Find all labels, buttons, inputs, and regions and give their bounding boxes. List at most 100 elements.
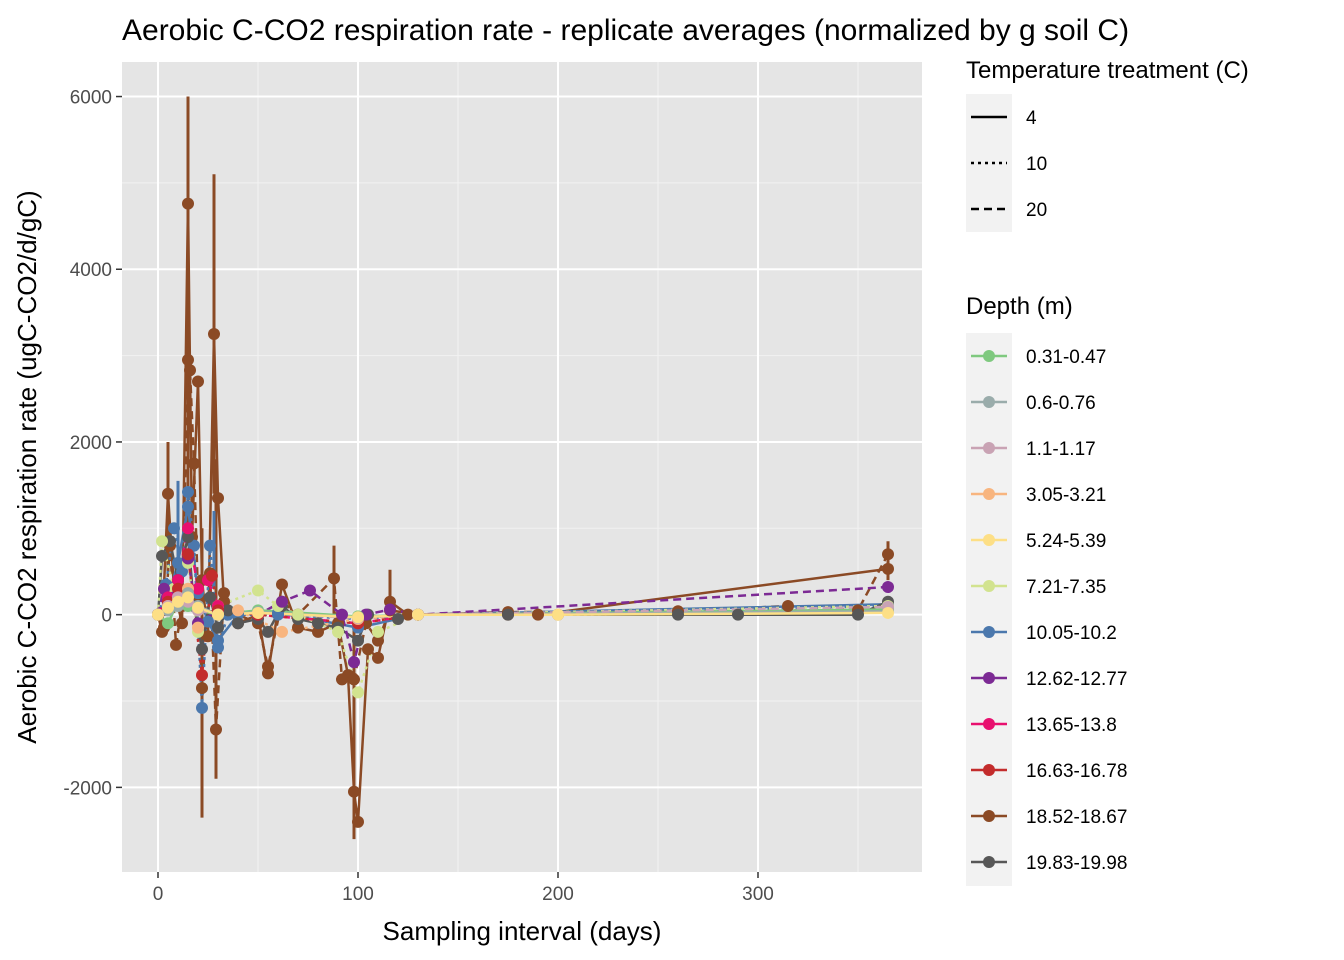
data-point	[206, 569, 218, 582]
x-tick-label: 200	[542, 884, 574, 905]
color-legend-label: 12.62-12.77	[1026, 669, 1127, 690]
data-point	[532, 608, 544, 621]
data-point	[348, 785, 360, 798]
data-point	[348, 656, 360, 669]
data-point	[182, 353, 194, 366]
color-legend-point	[983, 626, 995, 638]
chart-title: Aerobic C-CO2 respiration rate - replica…	[122, 14, 1129, 47]
axes: 0 100 200 300 -2000 0 2000 4000 6000	[63, 88, 773, 905]
color-legend-point	[983, 488, 995, 500]
data-point	[172, 574, 184, 587]
x-axis-title: Sampling interval (days)	[383, 916, 662, 946]
data-point	[162, 487, 174, 500]
data-point	[782, 600, 794, 613]
data-point	[172, 582, 184, 595]
data-point	[348, 673, 360, 686]
data-point	[192, 621, 204, 634]
data-point	[170, 638, 182, 651]
color-legend-point	[983, 534, 995, 546]
data-point	[182, 591, 194, 604]
data-point	[212, 621, 224, 634]
data-point	[372, 625, 384, 638]
data-point	[882, 562, 894, 575]
data-point	[192, 375, 204, 388]
data-point	[262, 660, 274, 673]
data-point	[196, 643, 208, 656]
data-point	[502, 608, 514, 621]
data-point	[172, 595, 184, 608]
data-point	[204, 591, 216, 604]
data-point	[196, 701, 208, 714]
color-legend-point	[983, 350, 995, 362]
color-legend-label: 18.52-18.67	[1026, 807, 1127, 828]
color-legend-label: 16.63-16.78	[1026, 761, 1127, 782]
data-point	[672, 608, 684, 621]
color-legend-label: 0.6-0.76	[1026, 393, 1096, 414]
data-point	[192, 601, 204, 614]
data-point	[232, 617, 244, 630]
data-point	[156, 549, 168, 562]
data-point	[182, 522, 194, 535]
data-point	[218, 587, 230, 600]
data-point	[292, 608, 304, 621]
data-point	[202, 615, 214, 628]
y-tick-label: 0	[101, 606, 112, 627]
data-point	[182, 530, 194, 543]
data-point	[182, 197, 194, 210]
data-point	[212, 634, 224, 647]
data-point	[156, 535, 168, 548]
data-point	[188, 457, 200, 470]
data-point	[192, 582, 204, 595]
x-tick-label: 300	[742, 884, 774, 905]
series-line	[156, 358, 890, 731]
data-point	[336, 673, 348, 686]
color-legend-title: Depth (m)	[966, 293, 1073, 320]
y-tick-label: 2000	[70, 433, 112, 454]
data-point	[210, 723, 222, 736]
data-point	[352, 686, 364, 699]
data-point	[332, 625, 344, 638]
data-point	[196, 682, 208, 695]
data-point	[384, 603, 396, 616]
data-point	[372, 651, 384, 664]
color-legend-point	[983, 442, 995, 454]
data-point	[172, 556, 184, 569]
y-tick-label: 4000	[70, 260, 112, 281]
color-legend-point	[983, 718, 995, 730]
legend: Temperature treatment (C) 4 10 20 Depth (m) 0…	[966, 57, 1249, 886]
data-point	[352, 634, 364, 647]
color-legend-label: 13.65-13.8	[1026, 715, 1117, 736]
data-point	[292, 621, 304, 634]
data-point	[882, 548, 894, 561]
color-legend-point	[983, 580, 995, 592]
data-layer	[152, 96, 894, 840]
data-point	[882, 606, 894, 619]
color-legend-label: 1.1-1.17	[1026, 439, 1096, 460]
data-point	[252, 584, 264, 597]
data-point	[732, 608, 744, 621]
data-point	[232, 604, 244, 617]
color-legend-label: 10.05-10.2	[1026, 623, 1117, 644]
data-point	[212, 492, 224, 505]
x-tick-label: 0	[153, 884, 164, 905]
data-point	[152, 608, 164, 621]
data-point	[182, 486, 194, 499]
data-point	[162, 601, 174, 614]
data-point	[352, 815, 364, 828]
data-point	[176, 617, 188, 630]
data-point	[196, 669, 208, 682]
color-legend-label: 7.21-7.35	[1026, 577, 1106, 598]
data-point	[312, 625, 324, 638]
data-point	[362, 643, 374, 656]
data-point	[304, 584, 316, 597]
y-tick-label: 6000	[70, 88, 112, 109]
data-point	[882, 581, 894, 594]
data-point	[276, 578, 288, 591]
color-legend-point	[983, 672, 995, 684]
data-point	[204, 539, 216, 552]
linetype-legend-label: 20	[1026, 200, 1047, 221]
data-point	[552, 608, 564, 621]
plot-panel	[122, 62, 922, 872]
color-legend-label: 19.83-19.98	[1026, 853, 1127, 874]
